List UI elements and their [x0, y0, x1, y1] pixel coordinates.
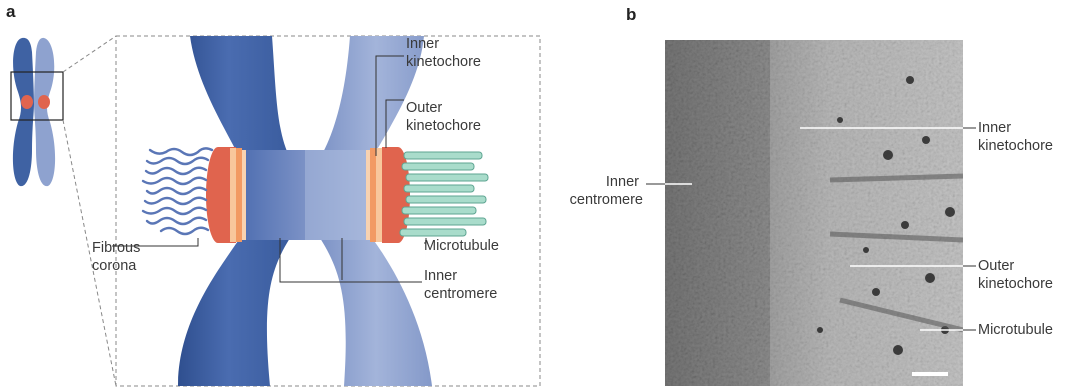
label-b-inner-centromere: Inner centromere — [570, 174, 643, 208]
label-a-inner-centromere: Inner centromere — [424, 268, 497, 302]
label-a-fibrous-corona: Fibrous corona — [92, 240, 144, 274]
label-b-outer-kinetochore: Outer kinetochore — [978, 258, 1053, 292]
panel-b-leaders — [646, 127, 976, 331]
dark-chromatid — [178, 36, 290, 386]
fibrous-corona — [141, 147, 214, 236]
panel-b-letter: b — [626, 5, 636, 24]
panel-a-letter: a — [6, 2, 16, 21]
label-a-outer-kinetochore: Outer kinetochore — [406, 100, 481, 134]
chromosome-detail — [141, 36, 489, 386]
chromosome-thumbnail — [10, 37, 64, 187]
zoom-box — [62, 35, 541, 387]
microtubules — [399, 151, 489, 237]
panel-a-leaders — [112, 55, 427, 283]
label-b-microtubule: Microtubule — [978, 322, 1053, 338]
scale-bar — [912, 372, 948, 376]
electron-micrograph — [665, 40, 963, 386]
label-a-microtubule: Microtubule — [424, 238, 499, 254]
label-a-inner-kinetochore: Inner kinetochore — [406, 36, 481, 70]
left-kinetochore — [206, 147, 246, 243]
light-chromatid — [320, 36, 432, 386]
label-b-inner-kinetochore: Inner kinetochore — [978, 120, 1053, 154]
